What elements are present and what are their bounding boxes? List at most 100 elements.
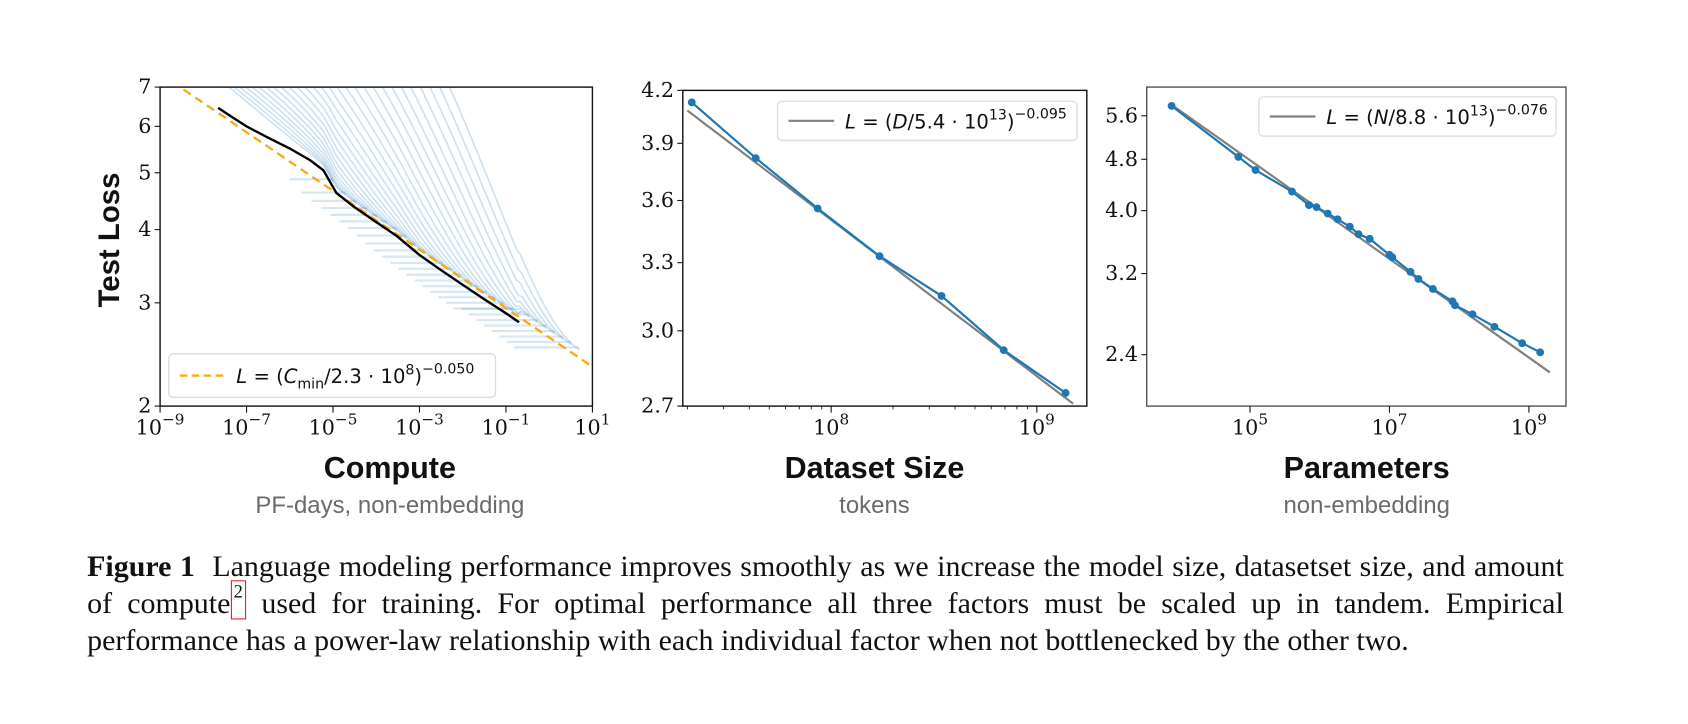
training-run-curve [429, 87, 564, 340]
training-run-curve [280, 87, 416, 247]
data-point [1288, 187, 1296, 196]
figure-label: Figure 1 [87, 548, 195, 583]
legend-box [776, 100, 1078, 142]
y-tick-label: 5 [138, 160, 151, 184]
data-point [937, 292, 946, 300]
y-tick-label: 2 [138, 394, 151, 418]
plot-frame [159, 86, 594, 407]
plot-area-compute [177, 87, 593, 368]
x-axis-subtitle-compute: PF-days, non-embedding [255, 491, 525, 519]
data-point [999, 346, 1008, 355]
training-run-curve [438, 87, 572, 346]
x-tick-label: 107 [1371, 411, 1407, 440]
legend-parameters: L = (N/8.8 · 1013)−0.076 [1258, 96, 1557, 137]
data-point [1388, 253, 1397, 262]
charts-svg: 2 3 4 5 6 7 10−9 10−7 10−5 10−3 10−1 101 L = (Cmin/2… [136, 75, 1567, 440]
y-tick-label: 2.4 [1105, 342, 1138, 366]
axes-compute: 2 3 4 5 6 7 10−9 10−7 10−5 10−3 10−1 101 [136, 75, 611, 440]
x-axis-subtitle-parameters: non-embedding [1283, 491, 1450, 519]
data-point [1490, 322, 1499, 331]
training-run-curve [448, 87, 580, 351]
x-tick-label: 108 [813, 411, 849, 440]
data-point [1305, 201, 1313, 209]
legend-label: L = (N/8.8 · 1013)−0.076 [1326, 102, 1547, 129]
training-run-curve [320, 87, 462, 278]
y-tick-label: 7 [138, 75, 151, 99]
frontier-line [217, 106, 520, 324]
training-run-curve [390, 87, 530, 318]
axes-dataset: 2.7 3.0 3.3 3.6 3.9 4.2 108 109 [641, 78, 1055, 439]
data-point [1406, 267, 1415, 276]
data-point [1345, 222, 1354, 231]
y-tick-label: 5.6 [1105, 103, 1138, 127]
plot-frame [1146, 86, 1567, 407]
data-point [1414, 274, 1423, 283]
training-run-curve [344, 87, 488, 296]
training-run-curve [362, 87, 505, 306]
training-run-curve [232, 87, 347, 196]
legend-label: L = (Cmin/2.3 · 108)−0.050 [236, 361, 474, 392]
y-tick-label: 4.8 [1105, 147, 1138, 171]
data-point [1365, 234, 1374, 243]
legend-box [1258, 96, 1557, 137]
x-tick-label: 109 [1511, 411, 1547, 440]
x-axis-title-compute: Compute [323, 450, 456, 485]
data-point [1451, 301, 1459, 310]
x-tick-label: 10−1 [482, 411, 531, 440]
training-run-curve [272, 87, 407, 239]
data-point [1468, 310, 1477, 319]
data-point [875, 252, 884, 261]
x-tick-label: 105 [1232, 411, 1268, 440]
x-tick-label: 101 [574, 411, 610, 440]
x-tick-label: 10−9 [136, 411, 185, 440]
x-tick-label: 10−7 [222, 411, 271, 440]
training-run-curve [238, 87, 358, 205]
training-run-curve [257, 87, 388, 225]
x-axis-title-parameters: Parameters [1283, 450, 1450, 485]
data-point [751, 154, 760, 163]
legend-compute: L = (Cmin/2.3 · 108)−0.050 [168, 353, 497, 399]
training-run-curve [312, 87, 453, 272]
caption-text-1: Language modeling performance improves s… [87, 548, 1564, 620]
y-tick-label: 3.3 [641, 250, 674, 274]
data-point [1536, 348, 1545, 357]
x-tick-label: 10−5 [309, 411, 358, 440]
legend-dataset: L = (D/5.4 · 1013)−0.095 [776, 100, 1078, 142]
training-run-curve [295, 87, 435, 260]
y-tick-label: 3.0 [641, 318, 674, 342]
data-point [1251, 166, 1260, 174]
training-run-curve [372, 87, 514, 312]
y-tick-label: 3.2 [1105, 261, 1138, 285]
x-tick-label: 109 [1019, 411, 1055, 440]
training-run-curve [288, 87, 426, 254]
data-point [1429, 285, 1437, 293]
training-run-curve [409, 87, 547, 329]
training-run-curve [227, 87, 334, 183]
fit-line-dashed [177, 87, 593, 368]
data-line [691, 101, 1067, 394]
figure-caption: Figure 1 Language modeling performance im… [87, 548, 1564, 659]
axes-parameters: 2.4 3.2 4.0 4.8 5.6 105 107 109 [1105, 103, 1547, 439]
data-point [813, 204, 822, 213]
plot-frame [682, 89, 1088, 407]
x-axis-title-dataset: Dataset Size [784, 450, 965, 485]
training-run-curve [419, 87, 556, 335]
training-run-curve [264, 87, 398, 232]
y-tick-label: 3 [138, 290, 151, 314]
x-tick-label: 10−3 [395, 411, 444, 440]
plot-area-parameters [1167, 101, 1551, 374]
data-point [1333, 215, 1342, 224]
training-run-curve [250, 87, 378, 219]
footnote-link[interactable]: 2 [230, 580, 247, 620]
training-run-curve [353, 87, 496, 301]
y-tick-label: 4 [138, 217, 151, 241]
legend-box [168, 353, 497, 399]
data-point [1518, 339, 1527, 348]
plot-area-dataset [686, 98, 1074, 405]
data-point [1312, 203, 1321, 212]
legend-label: L = (D/5.4 · 1013)−0.095 [845, 107, 1067, 134]
training-run-curve [328, 87, 470, 284]
data-point [1323, 209, 1332, 218]
data-point [1167, 101, 1176, 110]
